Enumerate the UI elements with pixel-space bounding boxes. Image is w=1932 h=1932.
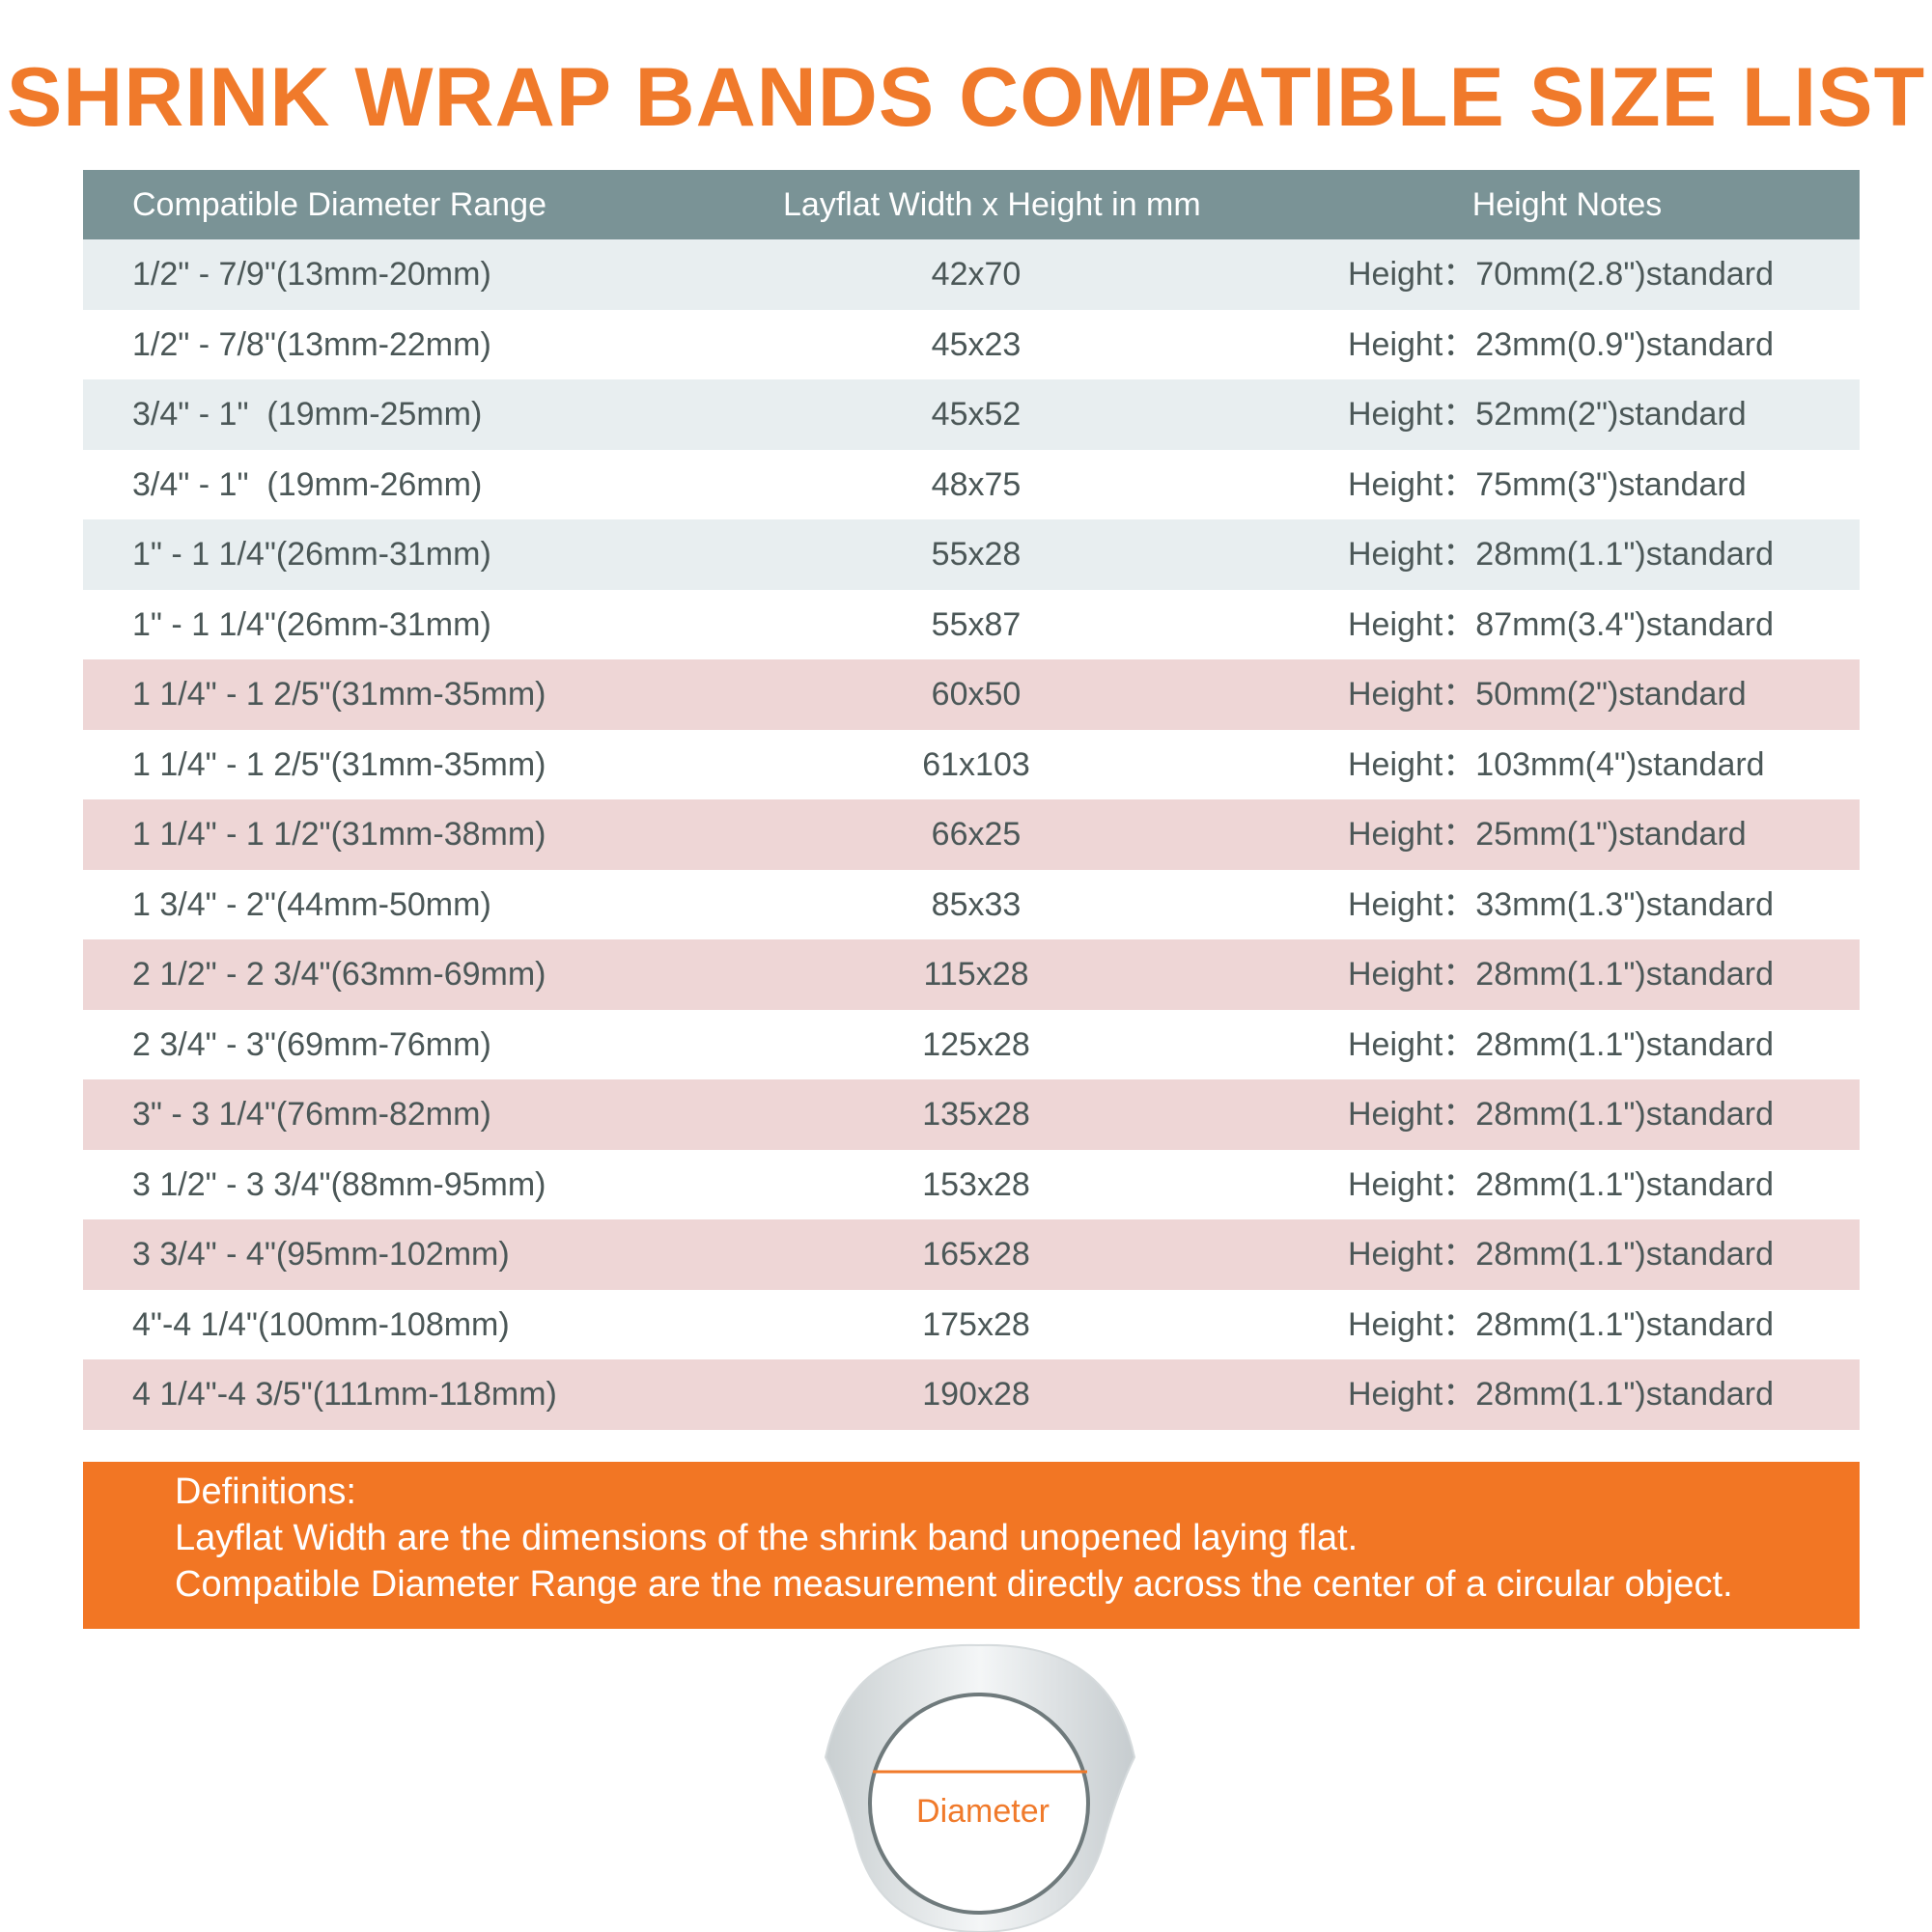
table-cell: 175x28: [922, 1305, 1030, 1343]
table-cell: 45x52: [931, 396, 1022, 434]
table-row: 1 1/4" - 1 2/5"(31mm-35mm) 60x50 Height：50…: [83, 659, 1860, 731]
table-cell: 66x25: [931, 816, 1022, 854]
table-cell: Height：33mm(1.3")standard: [1348, 885, 1775, 923]
table-cell: 3" - 3 1/4"(76mm-82mm): [132, 1096, 491, 1134]
table-cell: 135x28: [922, 1096, 1030, 1134]
table-cell: Height：25mm(1")standard: [1348, 816, 1747, 854]
table-cell: 1 1/4" - 1 2/5"(31mm-35mm): [132, 676, 546, 714]
table-cell: 3 1/2" - 3 3/4"(88mm-95mm): [132, 1165, 546, 1203]
table-cell: Height：52mm(2")standard: [1348, 396, 1747, 434]
table-cell: 153x28: [922, 1165, 1030, 1203]
table-cell: 2 1/2" - 2 3/4"(63mm-69mm): [132, 956, 546, 994]
band-opening: [868, 1693, 1090, 1915]
table-cell: 1" - 1 1/4"(26mm-31mm): [132, 536, 491, 574]
definition: Layflat Width are the dimensions of the …: [175, 1518, 1358, 1558]
table-cell: 1/2" - 7/9"(13mm-20mm): [132, 256, 491, 293]
table-row: 4"-4 1/4"(100mm-108mm) 175x28 Height：28mm(…: [83, 1289, 1860, 1360]
table-cell: Height：28mm(1.1")standard: [1348, 1165, 1775, 1203]
table-cell: Height：28mm(1.1")standard: [1348, 536, 1775, 574]
table-cell: 125x28: [922, 1025, 1030, 1063]
table-row: 3/4" - 1" (19mm-26mm) 48x75 Height：75mm(3"…: [83, 449, 1860, 520]
table-row: 1" - 1 1/4"(26mm-31mm) 55x28 Height：28mm(1…: [83, 519, 1860, 591]
table-cell: 61x103: [922, 745, 1030, 783]
table-row: 3/4" - 1" (19mm-25mm) 45x52 Height：52mm(2"…: [83, 379, 1860, 451]
table-cell: Height：75mm(3")standard: [1348, 465, 1747, 503]
table-cell: 60x50: [931, 676, 1022, 714]
table-cell: Height：70mm(2.8")standard: [1348, 256, 1775, 293]
table-cell: 3 3/4" - 4"(95mm-102mm): [132, 1236, 510, 1274]
table-cell: Height：50mm(2")standard: [1348, 676, 1747, 714]
table-row: 1 1/4" - 1 1/2"(31mm-38mm) 66x25 Height：25…: [83, 799, 1860, 871]
title: SHRINK WRAP BANDS COMPATIBLE SIZE LIST: [6, 51, 1926, 144]
table-cell: Height：28mm(1.1")standard: [1348, 1025, 1775, 1063]
table-cell: 165x28: [922, 1236, 1030, 1274]
definition: Compatible Diameter Range are the measur…: [175, 1564, 1733, 1605]
table-cell: 3/4" - 1" (19mm-26mm): [132, 465, 483, 503]
table-cell: Height：28mm(1.1")standard: [1348, 1236, 1775, 1274]
table-row: 3" - 3 1/4"(76mm-82mm) 135x28 Height：28mm(…: [83, 1079, 1860, 1151]
table-cell: 42x70: [931, 256, 1022, 293]
table-cell: 1 3/4" - 2"(44mm-50mm): [132, 885, 491, 923]
table-header: Compatible Diameter Range Layflat Width …: [83, 170, 1860, 239]
table-cell: Height：23mm(0.9")standard: [1348, 325, 1775, 363]
table-cell: 4 1/4"-4 3/5"(111mm-118mm): [132, 1376, 557, 1414]
table-cell: 55x87: [931, 605, 1022, 643]
table-cell: 115x28: [923, 956, 1029, 994]
column-header: Compatible Diameter Range: [132, 186, 546, 223]
table-row: 1 3/4" - 2"(44mm-50mm) 85x33 Height：33mm(1…: [83, 869, 1860, 940]
table-cell: Height：28mm(1.1")standard: [1348, 1376, 1775, 1414]
table-row: 2 3/4" - 3"(69mm-76mm) 125x28 Height：28mm(…: [83, 1009, 1860, 1080]
table-cell: 85x33: [931, 885, 1022, 923]
table-row: 1" - 1 1/4"(26mm-31mm) 55x87 Height：87mm(3…: [83, 589, 1860, 660]
table-cell: 3/4" - 1" (19mm-25mm): [132, 396, 483, 434]
table-cell: 45x23: [931, 325, 1022, 363]
table-cell: 2 3/4" - 3"(69mm-76mm): [132, 1025, 491, 1063]
table-cell: Height：28mm(1.1")standard: [1348, 956, 1775, 994]
table-cell: Height：103mm(4")standard: [1348, 745, 1765, 783]
definitions-heading: Definitions:: [175, 1471, 356, 1512]
table-row: 4 1/4"-4 3/5"(111mm-118mm) 190x28 Height：2…: [83, 1359, 1860, 1431]
table-cell: 1 1/4" - 1 2/5"(31mm-35mm): [132, 745, 546, 783]
table-cell: Height：28mm(1.1")standard: [1348, 1305, 1775, 1343]
table-row: 1/2" - 7/8"(13mm-22mm) 45x23 Height：23mm(0…: [83, 309, 1860, 380]
table-cell: 190x28: [922, 1376, 1030, 1414]
table-row: 3 3/4" - 4"(95mm-102mm) 165x28 Height：28mm…: [83, 1219, 1860, 1291]
table-cell: 55x28: [931, 536, 1022, 574]
table-cell: Height：87mm(3.4")standard: [1348, 605, 1775, 643]
table-row: 2 1/2" - 2 3/4"(63mm-69mm) 115x28 Height：2…: [83, 939, 1860, 1011]
table-cell: 1/2" - 7/8"(13mm-22mm): [132, 325, 491, 363]
table-row: 3 1/2" - 3 3/4"(88mm-95mm) 153x28 Height：2…: [83, 1149, 1860, 1220]
table-row: 1 1/4" - 1 2/5"(31mm-35mm) 61x103 Height：1…: [83, 729, 1860, 800]
table-cell: Height：28mm(1.1")standard: [1348, 1096, 1775, 1134]
diameter-label: Diameter: [916, 1793, 1050, 1830]
table-cell: 48x75: [931, 465, 1022, 503]
column-header: Height Notes: [1471, 186, 1663, 223]
table-cell: 1 1/4" - 1 1/2"(31mm-38mm): [132, 816, 546, 854]
table-row: 1/2" - 7/9"(13mm-20mm) 42x70 Height：70mm(2…: [83, 239, 1860, 310]
table-cell: 4"-4 1/4"(100mm-108mm): [132, 1305, 510, 1343]
definitions: Definitions: Layflat Width are the dimen…: [83, 1462, 1860, 1629]
table-cell: 1" - 1 1/4"(26mm-31mm): [132, 605, 491, 643]
